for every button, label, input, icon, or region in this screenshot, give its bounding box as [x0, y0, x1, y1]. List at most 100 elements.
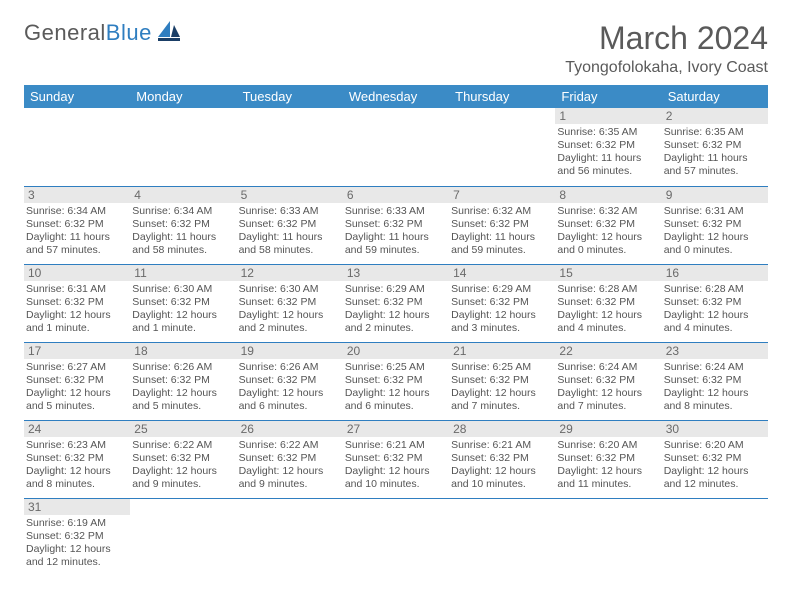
- sunrise-text: Sunrise: 6:25 AM: [451, 361, 551, 374]
- sail-icon: [158, 21, 180, 46]
- sunrise-text: Sunrise: 6:21 AM: [451, 439, 551, 452]
- day-number: 20: [343, 343, 449, 359]
- daylight-text: Daylight: 12 hours and 6 minutes.: [239, 387, 339, 413]
- col-thursday: Thursday: [449, 85, 555, 108]
- daylight-text: Daylight: 11 hours and 59 minutes.: [345, 231, 445, 257]
- calendar-day-cell: 28Sunrise: 6:21 AMSunset: 6:32 PMDayligh…: [449, 420, 555, 498]
- daylight-text: Daylight: 12 hours and 1 minute.: [26, 309, 126, 335]
- day-number: 25: [130, 421, 236, 437]
- calendar-day-cell: 31Sunrise: 6:19 AMSunset: 6:32 PMDayligh…: [24, 498, 130, 576]
- day-number-bar: [343, 499, 449, 513]
- day-details: Sunrise: 6:34 AMSunset: 6:32 PMDaylight:…: [24, 203, 130, 259]
- sunrise-text: Sunrise: 6:26 AM: [132, 361, 232, 374]
- day-number: 6: [343, 187, 449, 203]
- col-saturday: Saturday: [662, 85, 768, 108]
- calendar-day-cell: 16Sunrise: 6:28 AMSunset: 6:32 PMDayligh…: [662, 264, 768, 342]
- daylight-text: Daylight: 12 hours and 10 minutes.: [345, 465, 445, 491]
- sunset-text: Sunset: 6:32 PM: [132, 452, 232, 465]
- daylight-text: Daylight: 12 hours and 4 minutes.: [664, 309, 764, 335]
- calendar-day-cell: 7Sunrise: 6:32 AMSunset: 6:32 PMDaylight…: [449, 186, 555, 264]
- day-number: 19: [237, 343, 343, 359]
- sunset-text: Sunset: 6:32 PM: [451, 374, 551, 387]
- day-details: Sunrise: 6:25 AMSunset: 6:32 PMDaylight:…: [449, 359, 555, 415]
- sunrise-text: Sunrise: 6:20 AM: [557, 439, 657, 452]
- day-number: 9: [662, 187, 768, 203]
- sunset-text: Sunset: 6:32 PM: [557, 296, 657, 309]
- sunset-text: Sunset: 6:32 PM: [26, 218, 126, 231]
- daylight-text: Daylight: 12 hours and 1 minute.: [132, 309, 232, 335]
- logo-text-blue: Blue: [106, 20, 152, 45]
- day-number-bar: [662, 499, 768, 513]
- calendar-day-cell: 11Sunrise: 6:30 AMSunset: 6:32 PMDayligh…: [130, 264, 236, 342]
- calendar-header-row: Sunday Monday Tuesday Wednesday Thursday…: [24, 85, 768, 108]
- day-details: Sunrise: 6:26 AMSunset: 6:32 PMDaylight:…: [237, 359, 343, 415]
- calendar-day-cell: 20 Sunrise: 6:25 AMSunset: 6:32 PMDayligh…: [343, 342, 449, 420]
- day-number: 16: [662, 265, 768, 281]
- calendar-day-cell: 3Sunrise: 6:34 AMSunset: 6:32 PMDaylight…: [24, 186, 130, 264]
- day-number: 2: [662, 108, 768, 124]
- sunrise-text: Sunrise: 6:30 AM: [132, 283, 232, 296]
- calendar-day-cell: [237, 498, 343, 576]
- daylight-text: Daylight: 12 hours and 8 minutes.: [664, 387, 764, 413]
- sunrise-text: Sunrise: 6:24 AM: [557, 361, 657, 374]
- calendar-day-cell: 30Sunrise: 6:20 AMSunset: 6:32 PMDayligh…: [662, 420, 768, 498]
- sunset-text: Sunset: 6:32 PM: [345, 218, 445, 231]
- header: GeneralBlue March 2024 Tyongofolokaha, I…: [24, 20, 768, 77]
- sunrise-text: Sunrise: 6:25 AM: [345, 361, 445, 374]
- calendar-day-cell: 23Sunrise: 6:24 AMSunset: 6:32 PMDayligh…: [662, 342, 768, 420]
- calendar-day-cell: 21Sunrise: 6:25 AMSunset: 6:32 PMDayligh…: [449, 342, 555, 420]
- calendar-day-cell: 10Sunrise: 6:31 AMSunset: 6:32 PMDayligh…: [24, 264, 130, 342]
- sunset-text: Sunset: 6:32 PM: [26, 296, 126, 309]
- daylight-text: Daylight: 12 hours and 7 minutes.: [557, 387, 657, 413]
- day-number: 27: [343, 421, 449, 437]
- sunrise-text: Sunrise: 6:31 AM: [664, 205, 764, 218]
- day-number: 4: [130, 187, 236, 203]
- calendar-day-cell: 26Sunrise: 6:22 AMSunset: 6:32 PMDayligh…: [237, 420, 343, 498]
- day-number: 1: [555, 108, 661, 124]
- sunset-text: Sunset: 6:32 PM: [451, 452, 551, 465]
- sunset-text: Sunset: 6:32 PM: [664, 139, 764, 152]
- sunset-text: Sunset: 6:32 PM: [132, 296, 232, 309]
- calendar-day-cell: [449, 498, 555, 576]
- day-details: Sunrise: 6:28 AMSunset: 6:32 PMDaylight:…: [662, 281, 768, 337]
- daylight-text: Daylight: 12 hours and 6 minutes.: [345, 387, 445, 413]
- sunset-text: Sunset: 6:32 PM: [557, 218, 657, 231]
- daylight-text: Daylight: 12 hours and 0 minutes.: [664, 231, 764, 257]
- day-number: 3: [24, 187, 130, 203]
- col-sunday: Sunday: [24, 85, 130, 108]
- day-details: Sunrise: 6:29 AMSunset: 6:32 PMDaylight:…: [343, 281, 449, 337]
- sunrise-text: Sunrise: 6:19 AM: [26, 517, 126, 530]
- daylight-text: Daylight: 11 hours and 57 minutes.: [664, 152, 764, 178]
- sunrise-text: Sunrise: 6:28 AM: [557, 283, 657, 296]
- sunset-text: Sunset: 6:32 PM: [26, 374, 126, 387]
- daylight-text: Daylight: 12 hours and 11 minutes.: [557, 465, 657, 491]
- sunrise-text: Sunrise: 6:34 AM: [132, 205, 232, 218]
- day-details: Sunrise: 6:20 AMSunset: 6:32 PMDaylight:…: [662, 437, 768, 493]
- day-number: 14: [449, 265, 555, 281]
- sunset-text: Sunset: 6:32 PM: [345, 374, 445, 387]
- calendar-week-row: 17Sunrise: 6:27 AMSunset: 6:32 PMDayligh…: [24, 342, 768, 420]
- calendar-week-row: 10Sunrise: 6:31 AMSunset: 6:32 PMDayligh…: [24, 264, 768, 342]
- day-number: 7: [449, 187, 555, 203]
- day-details: Sunrise: 6:27 AMSunset: 6:32 PMDaylight:…: [24, 359, 130, 415]
- calendar-day-cell: [343, 108, 449, 186]
- day-number-bar: [24, 108, 130, 122]
- page-subtitle: Tyongofolokaha, Ivory Coast: [565, 59, 768, 77]
- calendar-day-cell: [555, 498, 661, 576]
- calendar-day-cell: 13Sunrise: 6:29 AMSunset: 6:32 PMDayligh…: [343, 264, 449, 342]
- sunset-text: Sunset: 6:32 PM: [345, 296, 445, 309]
- sunrise-text: Sunrise: 6:22 AM: [239, 439, 339, 452]
- calendar-day-cell: [130, 108, 236, 186]
- day-details: Sunrise: 6:33 AMSunset: 6:32 PMDaylight:…: [237, 203, 343, 259]
- calendar-day-cell: 4Sunrise: 6:34 AMSunset: 6:32 PMDaylight…: [130, 186, 236, 264]
- day-details: Sunrise: 6:24 AMSunset: 6:32 PMDaylight:…: [555, 359, 661, 415]
- day-number: 22: [555, 343, 661, 359]
- daylight-text: Daylight: 12 hours and 12 minutes.: [664, 465, 764, 491]
- daylight-text: Daylight: 12 hours and 5 minutes.: [132, 387, 232, 413]
- daylight-text: Daylight: 12 hours and 12 minutes.: [26, 543, 126, 569]
- calendar-day-cell: 6Sunrise: 6:33 AMSunset: 6:32 PMDaylight…: [343, 186, 449, 264]
- calendar-day-cell: [343, 498, 449, 576]
- sunrise-text: Sunrise: 6:28 AM: [664, 283, 764, 296]
- daylight-text: Daylight: 12 hours and 8 minutes.: [26, 465, 126, 491]
- calendar-day-cell: 19Sunrise: 6:26 AMSunset: 6:32 PMDayligh…: [237, 342, 343, 420]
